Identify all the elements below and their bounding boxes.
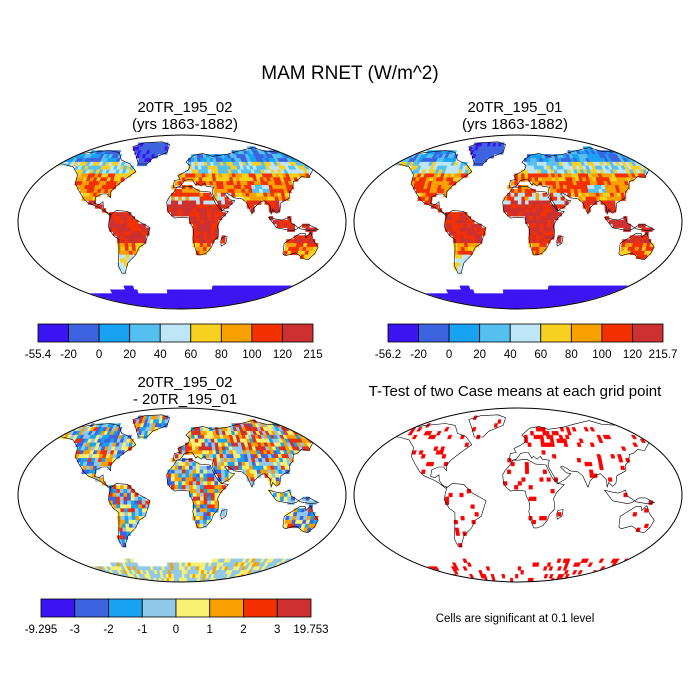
colorbar-label: 40 <box>154 349 167 361</box>
panel-2-title-line2: (yrs 1863-1882) <box>462 116 568 133</box>
colorbar-label: 80 <box>215 349 228 361</box>
colorbar-label: 80 <box>565 349 578 361</box>
colorbar-label: 215 <box>303 349 322 361</box>
map-panel-2 <box>353 134 683 310</box>
colorbar-swatch <box>570 323 603 343</box>
colorbar-swatch <box>175 598 211 618</box>
figure-title: MAM RNET (W/m^2) <box>261 63 439 84</box>
panel-1-title-line1: 20TR_195_02 <box>137 99 233 116</box>
colorbar-swatch <box>159 323 192 343</box>
colorbar-label: 120 <box>273 349 292 361</box>
colorbar-label: 20 <box>473 349 486 361</box>
colorbar-panel-2: -56.2 -20 0 20 40 60 80 100 120 215.7 <box>375 323 678 361</box>
colorbar-label: -2 <box>103 624 113 636</box>
colorbar-label: 60 <box>534 349 547 361</box>
colorbar-swatch <box>282 323 314 343</box>
colorbar-swatch <box>129 323 161 343</box>
map-panel-4 <box>353 407 683 583</box>
panel-1-title: 20TR_195_02 (yrs 1863-1882) <box>20 99 350 133</box>
colorbar-swatch <box>276 598 312 618</box>
colorbar-swatch <box>108 598 143 618</box>
colorbar-swatch <box>251 323 283 343</box>
colorbar-swatch <box>37 323 69 343</box>
colorbar-swatch <box>601 323 633 343</box>
colorbar-label: 100 <box>242 349 261 361</box>
colorbar-swatch <box>243 598 278 618</box>
colorbar-panel-1: -55.4 -20 0 20 40 60 80 100 120 215 <box>25 323 323 361</box>
colorbar-label: 0 <box>446 349 452 361</box>
colorbar-label: -1 <box>137 624 147 636</box>
colorbar-swatch <box>209 598 244 618</box>
colorbar-label: -56.2 <box>375 349 401 361</box>
colorbar-swatch <box>190 323 222 343</box>
colorbar-swatch <box>509 323 542 343</box>
panel-1-title-line2: (yrs 1863-1882) <box>132 116 238 133</box>
colorbar-swatch <box>632 323 664 343</box>
colorbar-label: 1 <box>207 624 213 636</box>
colorbar-label: -20 <box>410 349 427 361</box>
colorbar-label: 100 <box>592 349 611 361</box>
colorbar-swatch <box>387 323 419 343</box>
significance-note: Cells are significant at 0.1 level <box>435 613 595 625</box>
colorbar-swatch <box>540 323 572 343</box>
panel-4-title: T-Test of two Case means at each grid po… <box>368 383 662 400</box>
panel-3-title-line2: - 20TR_195_01 <box>132 391 238 408</box>
colorbar-swatch <box>74 598 109 618</box>
colorbar-panel-3: -9.295 -3 -2 -1 0 1 2 3 19.753 <box>25 598 329 636</box>
colorbar-swatch <box>40 598 76 618</box>
colorbar-swatch <box>418 323 450 343</box>
colorbar-swatch <box>68 323 100 343</box>
colorbar-label: 60 <box>184 349 197 361</box>
panel-3-title-line1: 20TR_195_02 <box>137 374 233 391</box>
colorbar-label: -9.295 <box>25 624 58 636</box>
colorbar-label: -20 <box>60 349 77 361</box>
colorbar-label: 3 <box>274 624 280 636</box>
map-panel-3 <box>17 407 347 583</box>
colorbar-swatch <box>98 323 131 343</box>
colorbar-label: -3 <box>70 624 80 636</box>
map-panel-1 <box>17 134 347 310</box>
colorbar-label: 215.7 <box>649 349 678 361</box>
colorbar-label: 20 <box>123 349 136 361</box>
colorbar-label: 0 <box>96 349 102 361</box>
panel-3-title: 20TR_195_02 - 20TR_195_01 <box>20 374 350 408</box>
colorbar-label: 0 <box>173 624 179 636</box>
colorbar-label: 19.753 <box>293 624 328 636</box>
colorbar-label: 120 <box>623 349 642 361</box>
panel-2-title: 20TR_195_01 (yrs 1863-1882) <box>350 99 680 133</box>
colorbar-swatch <box>141 598 177 618</box>
panel-2-title-line1: 20TR_195_01 <box>467 99 563 116</box>
colorbar-swatch <box>220 323 253 343</box>
colorbar-label: 40 <box>504 349 517 361</box>
colorbar-label: 2 <box>240 624 246 636</box>
colorbar-swatch <box>448 323 481 343</box>
colorbar-label: -55.4 <box>25 349 52 361</box>
colorbar-swatch <box>479 323 511 343</box>
